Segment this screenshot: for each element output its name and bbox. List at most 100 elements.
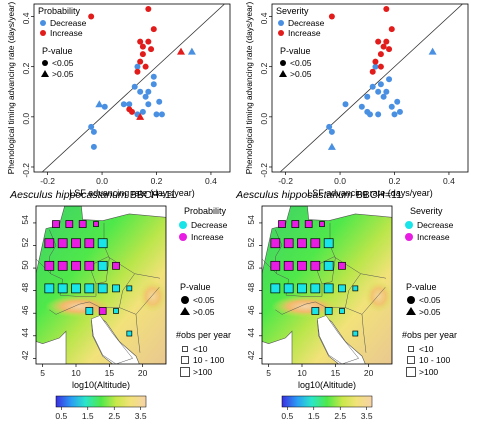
grid-cell-marker (283, 238, 294, 249)
y-tick-label: 52 (246, 238, 256, 248)
data-point (156, 98, 163, 105)
legend-obs-symbol (182, 346, 188, 352)
grid-cell-marker (270, 283, 281, 294)
carpathian-highland (364, 280, 392, 313)
grid-cell-marker (112, 284, 120, 293)
legend-increase-label: Increase (288, 28, 321, 38)
y-axis-label: Phenological timing advancing rate (days… (244, 2, 254, 175)
scatter-panel-severity: -0.2 0.0 0.2 0.4 -0.2 0.0 0.2 0.4 LSF advancing … (244, 2, 469, 198)
alps-highland (271, 295, 340, 318)
colorbar-tick-label: 1.5 (82, 411, 94, 421)
y-tick-label: 0.2 (21, 62, 31, 74)
grid-cell-marker (97, 283, 108, 294)
grid-cell-marker (71, 283, 81, 294)
legend-decrease-label: Decrease (417, 220, 454, 230)
y-tick-label: 54 (246, 215, 256, 225)
grid-cell-marker (278, 220, 286, 228)
legend-sig-symbol (280, 60, 286, 66)
x-axis-label: LSF advancing rate (days/year) (307, 188, 433, 198)
colorbar-tick-label: 3.5 (361, 411, 373, 421)
grid-cell-marker (52, 220, 60, 228)
data-point (150, 26, 157, 33)
legend-decrease-label: Decrease (191, 220, 228, 230)
x-tick-label: 0.0 (96, 176, 108, 186)
grid-cell-marker (270, 238, 281, 249)
x-tick-label: 5 (40, 368, 45, 378)
x-tick-label: 10 (71, 368, 81, 378)
legend-sig-label: <0.05 (52, 58, 74, 68)
data-point (380, 93, 387, 100)
legend-title: Severity (276, 6, 309, 16)
legend-obs-label: <10 (193, 344, 208, 354)
y-tick-label: 0.2 (259, 62, 269, 74)
map-title-stage: BBCH=11 (130, 189, 176, 201)
data-point (375, 88, 382, 95)
grid-cell-marker (44, 283, 55, 294)
data-point (150, 73, 157, 80)
data-point (129, 108, 135, 115)
data-point (383, 88, 390, 95)
data-point (134, 68, 141, 75)
adriatic-sea (317, 315, 360, 364)
legend-nonsig-symbol (406, 307, 416, 315)
data-point (139, 51, 146, 58)
data-point (377, 63, 384, 70)
legend-title: Severity (410, 206, 443, 216)
legend-obs-title: #obs per year (402, 330, 457, 340)
x-tick-label: 0.2 (151, 176, 163, 186)
grid-cell-marker (283, 283, 294, 294)
data-point (142, 93, 149, 100)
grid-cell-marker (57, 283, 68, 294)
legend-sig-symbol (407, 296, 415, 304)
grid-cell-marker (126, 285, 133, 292)
legend-decrease-symbol (405, 221, 413, 229)
grid-cell-marker (97, 260, 108, 271)
legend-sig-label: <0.05 (193, 295, 215, 305)
y-tick-label: 0.0 (21, 113, 31, 125)
legend-nonsig-label: >0.05 (52, 69, 74, 79)
legend-pvalue-title: P-value (180, 282, 211, 292)
grid-cell-marker (297, 238, 307, 249)
map-panel-severity-map: Aesculus hippocastanum BBCH=11 5 10 15 20 42 4… (235, 189, 457, 421)
data-point (391, 111, 398, 118)
x-tick-label: 20 (138, 368, 148, 378)
data-point (137, 38, 144, 45)
x-axis-label: LSF advancing rate (days/year) (69, 188, 195, 198)
grid-cell-marker (84, 283, 95, 294)
data-point (394, 98, 401, 105)
legend-increase-label: Increase (191, 232, 224, 242)
data-point (388, 103, 395, 110)
data-point (142, 63, 149, 70)
legend-obs-label: >100 (419, 367, 438, 377)
grid-cell-marker (71, 238, 81, 249)
data-point-triangle (95, 100, 104, 108)
y-tick-label: 0.0 (259, 113, 269, 125)
legend-obs-label: 10 - 100 (193, 355, 224, 365)
y-tick-label: -0.2 (259, 163, 269, 178)
data-point (88, 13, 95, 20)
data-point (386, 76, 393, 83)
legend-sig-symbol (181, 296, 189, 304)
country-border (135, 314, 141, 353)
colorbar-tick-label: 3.5 (135, 411, 147, 421)
legend-obs-symbol (407, 356, 415, 364)
adriatic-sea (91, 315, 134, 364)
legend-decrease-symbol (179, 221, 187, 229)
map-area (36, 206, 166, 364)
grid-cell-marker (57, 260, 68, 271)
plot-frame (33, 3, 231, 173)
x-tick-label: 15 (331, 368, 341, 378)
legend-sig-label: <0.05 (419, 295, 441, 305)
data-point (377, 51, 384, 58)
colorbar-tick-label: 2.5 (334, 411, 346, 421)
data-point (358, 103, 365, 110)
x-tick-label: -0.2 (40, 176, 55, 186)
map-title: Aesculus hippocastanum BBCH=11 (9, 189, 176, 201)
country-border (134, 273, 161, 279)
legend-increase-symbol (179, 233, 187, 241)
legend-decrease-label: Decrease (288, 18, 325, 28)
data-point-triangle (428, 47, 437, 55)
carpathian-highland (138, 280, 166, 313)
y-tick-label: 48 (20, 283, 30, 293)
data-point (145, 38, 152, 45)
